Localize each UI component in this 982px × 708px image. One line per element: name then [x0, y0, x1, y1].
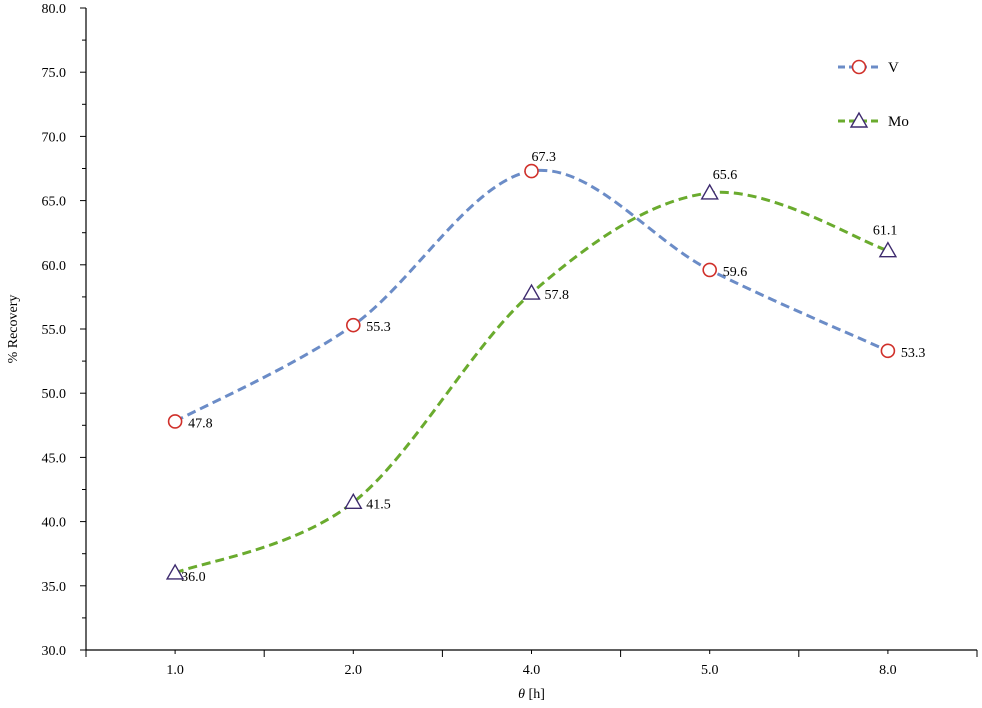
data-point-v [167, 414, 183, 429]
data-point-mo [700, 183, 719, 200]
y-tick-label: 35.0 [42, 580, 67, 595]
legend-label-v: V [888, 60, 899, 76]
legend-marker-v [851, 59, 867, 75]
data-point-mo [522, 283, 541, 300]
y-tick-label: 45.0 [42, 451, 67, 466]
data-label-mo: 65.6 [713, 168, 738, 183]
data-label-mo: 57.8 [545, 288, 570, 303]
x-tick-label: 8.0 [879, 663, 897, 678]
data-point-mo [344, 492, 363, 510]
legend-marker-mo [849, 111, 869, 128]
legend-label-mo: Mo [888, 114, 909, 130]
series-line-mo [174, 190, 889, 575]
y-tick-label: 70.0 [42, 130, 67, 145]
x-axis-unit: [h] [525, 687, 545, 702]
data-label-v: 55.3 [366, 320, 391, 335]
data-point-mo [165, 563, 185, 580]
legend: V Mo [838, 59, 909, 130]
x-tick-label: 1.0 [166, 663, 184, 678]
data-label-v: 53.3 [901, 346, 926, 361]
data-point-v [880, 343, 896, 359]
data-labels: 47.8 55.3 67.3 59.6 53.3 36.0 41.5 57.8 65.6 61.1 [181, 150, 925, 585]
y-tick-label: 65.0 [42, 195, 67, 210]
data-label-v: 47.8 [188, 416, 213, 431]
x-tick-label: 5.0 [701, 663, 719, 678]
x-tick-label: 2.0 [345, 663, 363, 678]
y-tick-label: 40.0 [42, 516, 67, 531]
y-tick-label: 60.0 [42, 259, 67, 274]
y-axis-title: % Recovery [6, 295, 21, 364]
data-point-v [524, 163, 539, 179]
data-label-v: 67.3 [532, 150, 557, 165]
series-markers [165, 163, 898, 580]
y-tick-label: 30.0 [42, 644, 67, 659]
data-label-mo: 36.0 [181, 570, 206, 585]
x-tick-label: 4.0 [523, 663, 541, 678]
data-label-v: 59.6 [723, 265, 748, 280]
data-label-mo: 61.1 [873, 224, 898, 239]
axes: 30.0 35.0 40.0 45.0 50.0 55.0 60.0 65.0 70.0 75.0… [42, 2, 978, 678]
y-tick-label: 80.0 [42, 2, 67, 17]
series-lines [174, 168, 889, 575]
y-tick-label: 75.0 [42, 66, 67, 81]
x-axis-title: θ [h] [518, 687, 545, 702]
x-axis-variable: θ [518, 687, 525, 702]
y-tick-label: 50.0 [42, 387, 67, 402]
data-point-v [702, 262, 718, 278]
data-point-v [345, 317, 361, 333]
data-point-mo [878, 241, 898, 258]
y-tick-label: 55.0 [42, 323, 67, 338]
data-label-mo: 41.5 [366, 497, 391, 512]
